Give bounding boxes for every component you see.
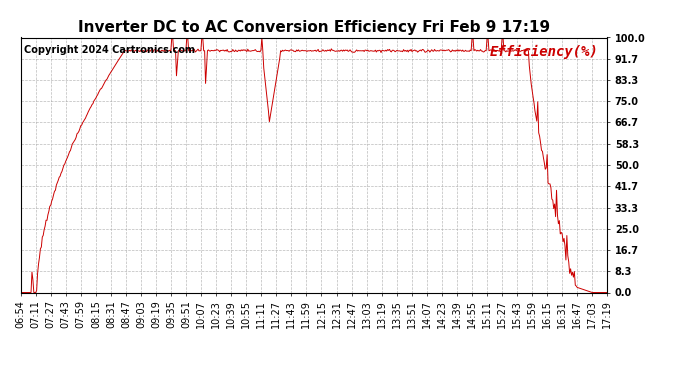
- Text: Copyright 2024 Cartronics.com: Copyright 2024 Cartronics.com: [23, 45, 195, 55]
- Title: Inverter DC to AC Conversion Efficiency Fri Feb 9 17:19: Inverter DC to AC Conversion Efficiency …: [78, 20, 550, 35]
- Text: Efficiency(%): Efficiency(%): [489, 45, 598, 59]
